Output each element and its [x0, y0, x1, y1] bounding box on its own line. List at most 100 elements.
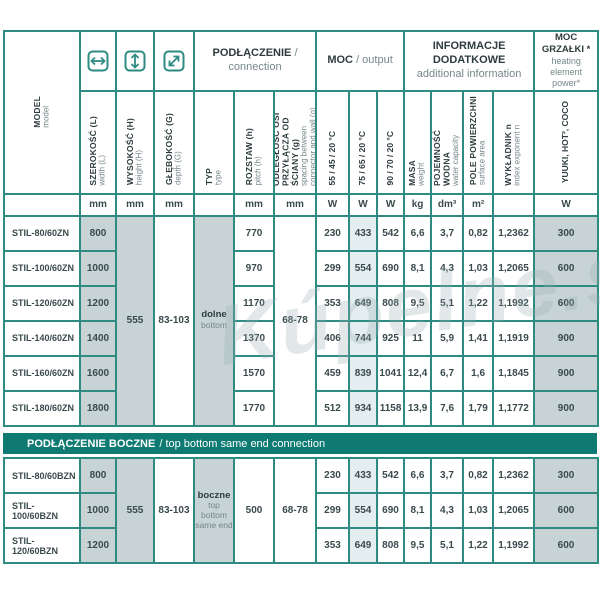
mass-cell: 6,6	[403, 214, 433, 252]
heater-power-cell: 600	[533, 249, 600, 287]
moc1-label: 55 / 45 / 20 °C	[326, 131, 337, 186]
capacity-cell: 6,7	[430, 354, 465, 392]
output-55-cell: 512	[315, 389, 351, 427]
model-name-cell: STIL-100/60ZN	[3, 249, 81, 287]
width-value-cell: 1200	[79, 527, 117, 564]
output-55-cell: 299	[315, 492, 350, 529]
mass-cell: 8,1	[403, 249, 433, 287]
model-name-cell: STIL-160/60ZN	[3, 354, 81, 392]
heater-group-header: MOC GRZAŁKI * heating element power*	[533, 30, 600, 92]
width-value-cell: 800	[79, 457, 117, 494]
output-75-column-label: 75 / 65 / 20 °C	[348, 89, 379, 195]
pitch-merged-cell: 500	[233, 457, 275, 564]
odleglosc-label-pl: ODLEGŁOŚĆ OSI PRZYŁĄCZA OD ŚCIANY (g)	[274, 112, 300, 186]
capacity-cell: 4,3	[430, 249, 465, 287]
pitch-column-label: ROZSTAW (h) pitch (h)	[233, 89, 275, 195]
output-55-cell: 299	[315, 249, 351, 287]
header-row-labels: SZEROKOŚĆ (L) width (L) WYSOKOŚĆ (H) hei…	[4, 89, 600, 195]
exponent-cell: 1,1919	[492, 319, 536, 357]
output-group-pl: MOC	[327, 53, 353, 66]
output-90-cell: 925	[376, 319, 406, 357]
mass-cell: 13,9	[403, 389, 433, 427]
area-column-label: POLE POWIERZCHNI surface area	[462, 89, 495, 195]
rozstaw-label-en: pitch (h)	[253, 156, 263, 186]
area-cell: 1,22	[462, 284, 495, 322]
capacity-cell: 4,3	[430, 492, 464, 529]
connection-group-pl: PODŁĄCZENIE	[212, 47, 292, 59]
output-55-cell: 230	[315, 457, 350, 494]
connection-type-cell: dolne bottom	[193, 214, 235, 427]
table-header: MODEL model	[3, 30, 600, 217]
model-column-header: MODEL model	[3, 30, 81, 195]
pole-label-en: surface area	[477, 141, 487, 186]
exponent-cell: 1,1992	[492, 284, 536, 322]
height-label-en: height (H)	[134, 150, 144, 186]
connection-type-cell: boczne top bottom same end	[193, 457, 235, 564]
output-55-cell: 230	[315, 214, 351, 252]
exponent-cell: 1,1992	[492, 527, 535, 564]
info-group-header: INFORMACJE DODATKOWE additional informat…	[403, 30, 536, 92]
lower-table-body: STIL-80/60BZN 800 555 83-103 boczne top botto…	[3, 457, 599, 564]
info-group-pl: INFORMACJE DODATKOWE	[432, 40, 506, 66]
capacity-cell: 5,1	[430, 527, 464, 564]
mass-cell: 12,4	[403, 354, 433, 392]
unit-heater: W	[533, 192, 600, 217]
width-value-cell: 1000	[79, 492, 117, 529]
area-cell: 1,79	[462, 389, 495, 427]
depth-merged-cell: 83-103	[153, 214, 195, 427]
spec-row: STIL-100/60ZN 1000 970 299 554 690 8,1 4,3 1,03 1…	[3, 249, 600, 287]
heater-power-cell: 600	[533, 527, 599, 564]
model-name-cell: STIL-120/60BZN	[3, 527, 81, 564]
area-cell: 0,82	[462, 457, 494, 494]
output-55-column-label: 55 / 45 / 20 °C	[315, 89, 351, 195]
unit-output-75: W	[348, 192, 379, 217]
width-value-cell: 1000	[79, 249, 117, 287]
height-arrow-icon	[124, 50, 146, 72]
output-90-cell: 542	[376, 214, 406, 252]
output-90-cell: 1158	[376, 389, 406, 427]
output-55-cell: 459	[315, 354, 351, 392]
exponent-column-label: WYKŁADNIK n index exponent n	[492, 89, 536, 195]
model-name-cell: STIL-80/60BZN	[3, 457, 81, 494]
capacity-cell: 5,1	[430, 284, 465, 322]
moc2-label: 75 / 65 / 20 °C	[357, 131, 368, 186]
width-icon-cell	[79, 30, 117, 92]
heater-power-cell: 300	[533, 457, 599, 494]
depth-arrow-icon	[163, 50, 185, 72]
heater-brands-label: YUUKI, HOT², COCO	[560, 100, 571, 184]
wall-distance-column-label: ODLEGŁOŚĆ OSI PRZYŁĄCZA OD ŚCIANY (g) sp…	[272, 89, 318, 195]
exponent-cell: 1,2065	[492, 492, 535, 529]
unit-output-90: W	[376, 192, 406, 217]
width-arrow-icon	[87, 50, 109, 72]
model-name-cell: STIL-180/60ZN	[3, 389, 81, 427]
unit-height: mm	[115, 192, 155, 217]
output-90-cell: 542	[376, 457, 405, 494]
pitch-value-cell: 770	[233, 214, 275, 252]
heater-group-en: heating element power*	[550, 55, 583, 89]
moc3-label: 90 / 70 / 20 °C	[384, 131, 395, 186]
heater-power-cell: 900	[533, 319, 600, 357]
typ-label-en: type	[213, 170, 223, 186]
height-merged-cell: 555	[115, 214, 155, 427]
depth-label-en: depth (G)	[173, 151, 183, 186]
output-group-header: MOC / output	[315, 30, 406, 92]
spec-row: STIL-120/60BZN 1200 353 649 808 9,5 5,1 1,22 1,1…	[3, 527, 599, 564]
area-cell: 0,82	[462, 214, 495, 252]
wall-distance-merged-cell: 68-78	[273, 457, 317, 564]
heater-power-cell: 900	[533, 354, 600, 392]
area-cell: 1,41	[462, 319, 495, 357]
height-icon-cell	[115, 30, 155, 92]
capacity-cell: 3,7	[430, 214, 465, 252]
spec-row: STIL-160/60ZN 1600 1570 459 839 1041 12,4 6,7 1,…	[3, 354, 600, 392]
output-75-cell: 554	[348, 249, 379, 287]
heater-power-cell: 600	[533, 284, 600, 322]
model-name-cell: STIL-100/60BZN	[3, 492, 81, 529]
output-75-cell: 433	[348, 214, 379, 252]
output-group-en: / output	[356, 53, 393, 66]
capacity-column-label: POJEMNOŚĆ WODNA water capacity	[430, 89, 465, 195]
mass-cell: 8,1	[403, 492, 432, 529]
output-90-cell: 808	[376, 527, 405, 564]
model-name-cell: STIL-140/60ZN	[3, 319, 81, 357]
pitch-value-cell: 1170	[233, 284, 275, 322]
